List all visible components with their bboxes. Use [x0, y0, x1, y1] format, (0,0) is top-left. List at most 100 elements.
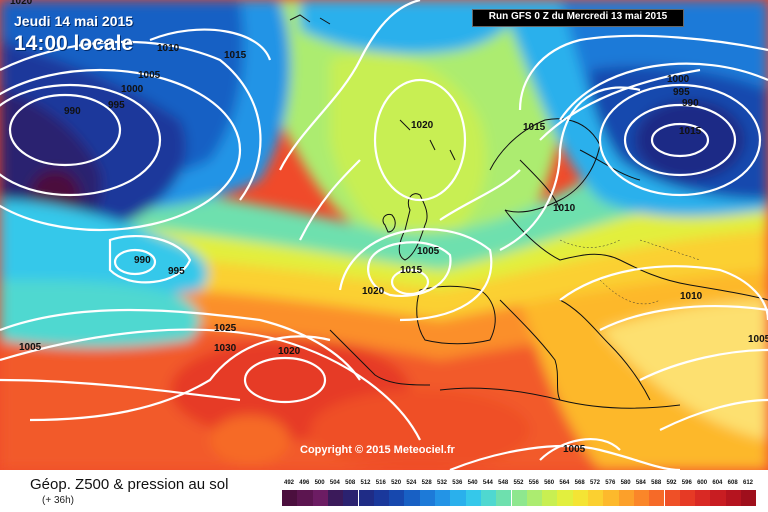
scale-swatch: [435, 490, 451, 506]
scale-swatch: [542, 490, 558, 506]
scale-tick-label: 600: [697, 480, 708, 486]
scale-swatch: [282, 490, 298, 506]
scale-tick-label: 500: [314, 480, 325, 486]
isobar-label: 995: [168, 266, 185, 277]
scale-tick-label: 588: [651, 480, 662, 486]
scale-tick-label: 552: [513, 480, 524, 486]
isobar-label: 1005: [417, 246, 440, 257]
forecast-local-time: 14:00 locale: [14, 32, 134, 55]
scale-swatch: [588, 490, 604, 506]
copyright-notice: Copyright © 2015 Meteociel.fr: [300, 444, 455, 456]
scale-tick-label: 516: [375, 480, 386, 486]
isobar-label: 995: [108, 100, 125, 111]
scale-tick-label: 544: [482, 480, 493, 486]
weather-map: 1010 1015 1005 1000 995 990 990 995 1020…: [0, 0, 768, 470]
scale-swatch: [725, 490, 741, 506]
scale-tick-label: 592: [666, 480, 677, 486]
scale-tick-label: 528: [421, 480, 432, 486]
isobar-label: 1020: [278, 346, 301, 357]
scale-swatch: [297, 490, 313, 506]
legend-title: Géop. Z500 & pression au sol: [30, 476, 229, 493]
isobar-label: 1010: [157, 43, 180, 54]
color-scale: 492 496 500 504 508 512 516 520 524 528 532 536 540 5…: [282, 470, 757, 512]
scale-swatch: [358, 490, 374, 506]
scale-swatch: [465, 490, 481, 506]
scale-tick-label: 512: [360, 480, 371, 486]
scale-tick-label: 508: [345, 480, 356, 486]
legend-bar: Géop. Z500 & pression au sol (+ 36h) 492…: [0, 470, 768, 512]
geopotential-field: 1010 1015 1005 1000 995 990 990 995 1020…: [0, 0, 768, 470]
scale-tick-label: 576: [605, 480, 616, 486]
isobar-label: 1010: [553, 203, 576, 214]
scale-tick-label: 608: [727, 480, 738, 486]
scale-tick-label: 540: [467, 480, 478, 486]
scale-tick-label: 496: [299, 480, 310, 486]
scale-swatch: [419, 490, 435, 506]
scale-tick-label: 612: [742, 480, 753, 486]
scale-tick-label: 584: [635, 480, 646, 486]
scale-swatch: [649, 490, 665, 506]
isobar-label: 1005: [19, 342, 42, 353]
isobar-label: 1015: [224, 50, 247, 61]
scale-tick-label: 504: [329, 480, 340, 486]
scale-tick-label: 572: [589, 480, 600, 486]
scale-tick-label: 564: [559, 480, 570, 486]
isobar-label: 1020: [362, 286, 385, 297]
scale-swatch: [404, 490, 420, 506]
scale-tick-label: 556: [528, 480, 539, 486]
scale-swatch: [526, 490, 543, 506]
run-info-text: Run GFS 0 Z du Mercredi 13 mai 2015: [488, 11, 668, 22]
isobar-label: 1025: [214, 323, 237, 334]
isobar-label: 1000: [121, 84, 144, 95]
scale-swatch: [603, 490, 619, 506]
isobar-label: 1005: [138, 70, 161, 81]
isobar-label: 1005: [748, 334, 768, 345]
isobar-label: 1010: [680, 291, 703, 302]
scale-swatch: [664, 490, 680, 506]
isobar-label: 1015: [679, 126, 702, 137]
scale-tick-label: 596: [681, 480, 692, 486]
scale-swatch: [373, 490, 390, 506]
scale-tick-label: 548: [498, 480, 509, 486]
scale-tick-label: 532: [436, 480, 447, 486]
isobar-label: 990: [64, 106, 81, 117]
scale-tick-label: 524: [406, 480, 417, 486]
scale-tick-label: 492: [283, 480, 294, 486]
scale-tick-label: 560: [544, 480, 555, 486]
isobar-label: 1020: [411, 120, 434, 131]
isobar-label: 1015: [523, 122, 546, 133]
scale-swatch: [511, 490, 527, 506]
scale-swatch: [450, 490, 466, 506]
scale-tick-label: 568: [574, 480, 585, 486]
forecast-date: Jeudi 14 mai 2015: [14, 13, 134, 29]
isobar-label: 1005: [563, 444, 586, 455]
scale-tick-label: 520: [391, 480, 402, 486]
scale-swatch: [572, 490, 588, 506]
scale-swatch: [327, 490, 344, 506]
scale-swatch: [496, 490, 512, 506]
scale-swatch: [557, 490, 573, 506]
scale-swatch: [710, 490, 726, 506]
scale-swatch: [312, 490, 328, 506]
isobar-label: 1030: [214, 343, 237, 354]
scale-swatch: [343, 490, 359, 506]
run-info-box: Run GFS 0 Z du Mercredi 13 mai 2015: [472, 9, 684, 27]
isobar-labels: 1010 1015 1005 1000 995 990 990 995 1020…: [10, 0, 768, 455]
isobar-label: 1015: [400, 265, 423, 276]
scale-swatch: [741, 490, 757, 506]
isobar-label: 1000: [667, 74, 690, 85]
scale-swatch: [389, 490, 405, 506]
scale-swatch: [633, 490, 650, 506]
isobar-label: 995: [673, 87, 690, 98]
scale-swatch: [695, 490, 711, 506]
scale-tick-label: 604: [712, 480, 723, 486]
scale-swatch: [679, 490, 696, 506]
scale-tick-label: 536: [452, 480, 463, 486]
scale-swatch: [618, 490, 634, 506]
isobar-label: 1020: [10, 0, 33, 7]
forecast-lead-time: (+ 36h): [42, 495, 74, 506]
isobar-label: 990: [682, 98, 699, 109]
isobar-label: 990: [134, 255, 151, 266]
scale-swatch: [480, 490, 497, 506]
